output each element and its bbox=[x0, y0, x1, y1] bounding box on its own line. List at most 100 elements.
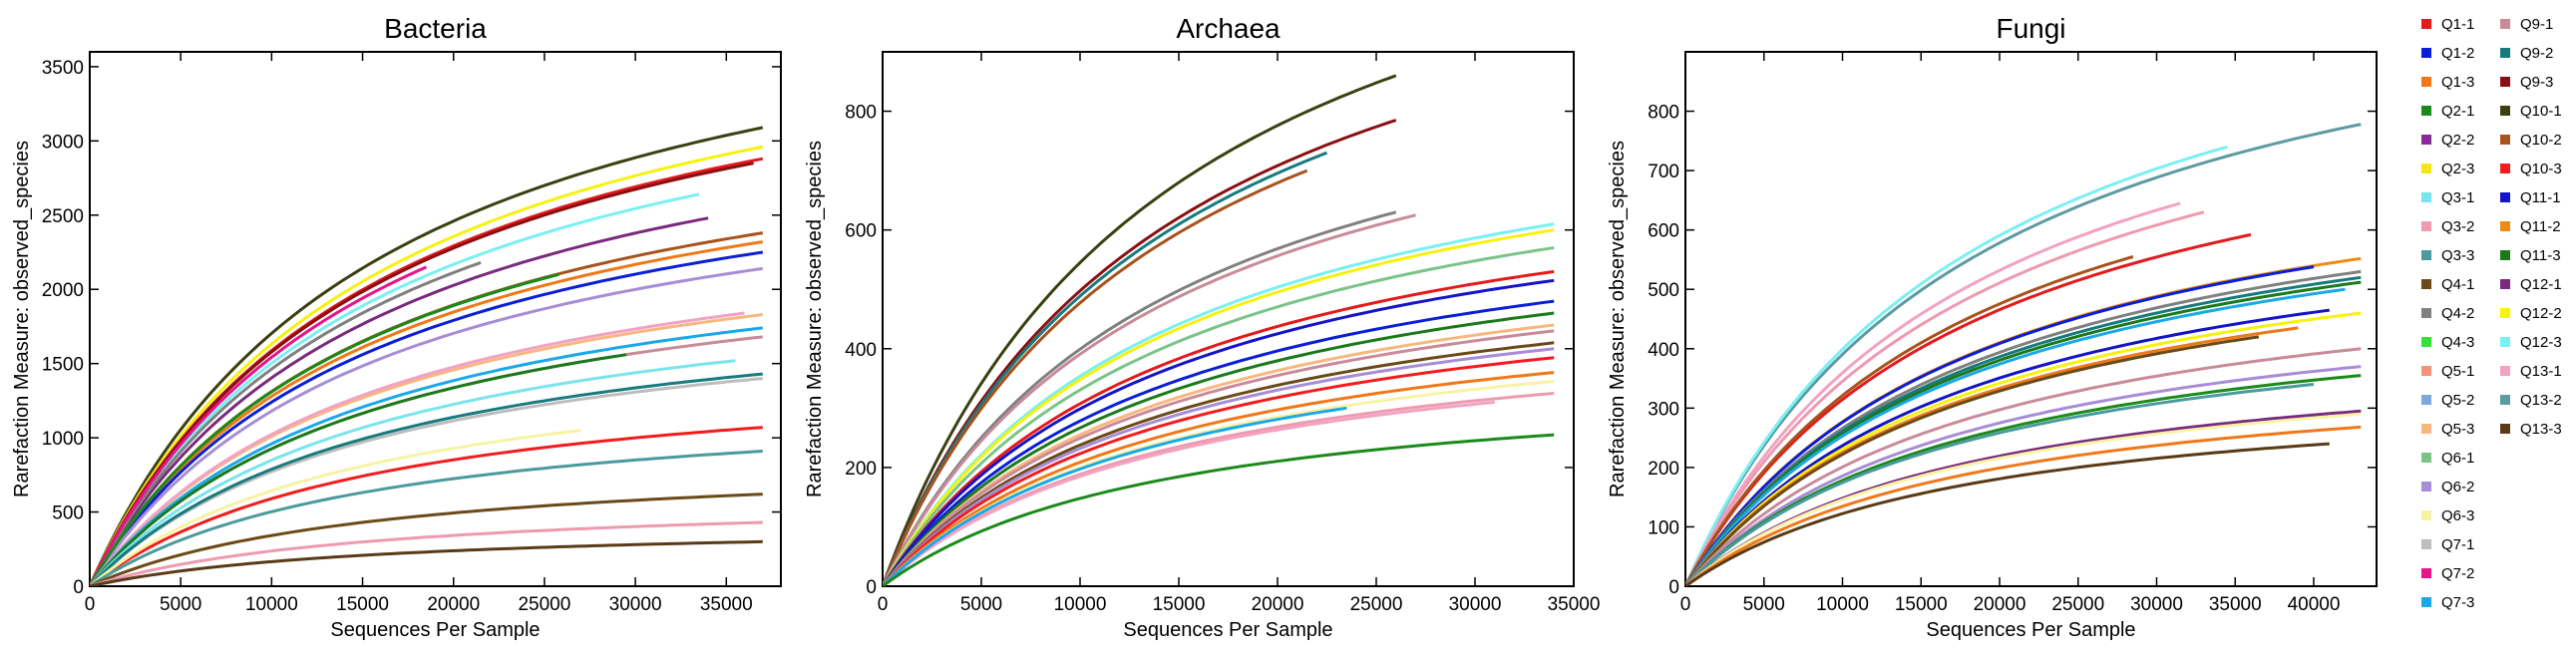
legend-swatch-q12-1 bbox=[2500, 279, 2510, 289]
legend-swatch-q12-3 bbox=[2500, 337, 2510, 347]
legend-swatch-q6-2 bbox=[2421, 482, 2431, 492]
legend-swatch-q12-2 bbox=[2500, 308, 2510, 318]
legend-label-q10-1: Q10-1 bbox=[2520, 103, 2562, 120]
series-line-q12-3 bbox=[1685, 145, 2228, 586]
legend-label-q7-2: Q7-2 bbox=[2441, 565, 2474, 582]
series-line-q4-2 bbox=[883, 210, 1397, 586]
legend-label-q11-2: Q11-2 bbox=[2520, 218, 2561, 235]
legend-label-q11-3: Q11-3 bbox=[2520, 247, 2561, 264]
legend-swatch-q11-2 bbox=[2500, 221, 2510, 231]
legend-swatch-q11-3 bbox=[2500, 250, 2510, 260]
legend-label-q5-3: Q5-3 bbox=[2441, 421, 2474, 438]
legend-label-q7-3: Q7-3 bbox=[2441, 594, 2474, 611]
y-tick-label: 1500 bbox=[42, 355, 84, 376]
series-line-q1-3 bbox=[1685, 425, 2362, 586]
y-tick-label: 0 bbox=[1668, 577, 1679, 598]
y-tick-label: 200 bbox=[1648, 459, 1679, 480]
series-line-q13-3 bbox=[90, 539, 763, 586]
series-line-q1-3 bbox=[883, 371, 1555, 586]
y-tick-label: 200 bbox=[845, 459, 877, 480]
legend-swatch-q7-1 bbox=[2421, 539, 2431, 549]
series-line-q6-2 bbox=[90, 266, 764, 586]
x-tick-label: 0 bbox=[878, 594, 889, 615]
series-line-q11-1 bbox=[883, 278, 1555, 586]
y-tick-label: 500 bbox=[52, 503, 84, 524]
series-line-q6-2 bbox=[1685, 365, 2362, 586]
legend-label-q6-3: Q6-3 bbox=[2441, 507, 2474, 524]
legend-label-q7-1: Q7-1 bbox=[2441, 536, 2474, 553]
x-tick-label: 35000 bbox=[1548, 594, 1601, 615]
series-line-q7-3 bbox=[1685, 287, 2346, 586]
legend-swatch-q5-3 bbox=[2421, 424, 2431, 434]
legend-label-q10-3: Q10-3 bbox=[2520, 161, 2562, 177]
x-tick-label: 0 bbox=[1680, 594, 1691, 615]
plot-frame bbox=[89, 51, 782, 587]
series-line-q3-3 bbox=[90, 450, 763, 586]
x-tick-label: 10000 bbox=[1054, 594, 1107, 615]
legend-swatch-q1-2 bbox=[2421, 48, 2431, 58]
legend-swatch-q10-1 bbox=[2500, 106, 2510, 116]
x-tick-label: 10000 bbox=[1816, 594, 1869, 615]
legend-swatch-q11-1 bbox=[2500, 192, 2510, 202]
series-line-q5-3 bbox=[90, 313, 763, 586]
legend-label-q2-2: Q2-2 bbox=[2441, 132, 2474, 149]
series-line-q9-3 bbox=[90, 162, 754, 586]
series-line-q6-3 bbox=[90, 429, 581, 586]
legend-swatch-q4-3 bbox=[2421, 337, 2431, 347]
series-line-q12-2 bbox=[1685, 311, 2362, 586]
series-line-q12-2 bbox=[883, 228, 1555, 586]
series-line-q10-1 bbox=[883, 74, 1397, 586]
chart-title: Fungi bbox=[1996, 13, 2065, 44]
series-line-q10-3 bbox=[90, 426, 763, 586]
legend-label-q5-2: Q5-2 bbox=[2441, 392, 2474, 409]
y-tick-label: 0 bbox=[73, 577, 84, 598]
series-line-q1-2 bbox=[90, 250, 764, 586]
y-tick-label: 500 bbox=[1648, 280, 1679, 301]
series-lines bbox=[1685, 123, 2362, 586]
legend-label-q12-1: Q12-1 bbox=[2520, 276, 2562, 293]
y-tick-label: 1000 bbox=[42, 429, 84, 450]
x-tick-label: 25000 bbox=[1350, 594, 1403, 615]
legend-label-q1-2: Q1-2 bbox=[2441, 45, 2474, 62]
series-line-q1-3 bbox=[90, 240, 764, 586]
x-axis-label: Sequences Per Sample bbox=[1123, 619, 1332, 641]
legend-swatch-q5-2 bbox=[2421, 395, 2431, 405]
legend-swatch-q3-3 bbox=[2421, 250, 2431, 260]
series-line-q2-1 bbox=[1685, 374, 2362, 586]
x-tick-label: 30000 bbox=[609, 594, 662, 615]
legend-swatch-q3-2 bbox=[2421, 221, 2431, 231]
legend-swatch-q6-3 bbox=[2421, 510, 2431, 520]
series-line-q10-2 bbox=[883, 168, 1308, 586]
legend-swatch-q9-2 bbox=[2500, 48, 2510, 58]
legend-label-q9-2: Q9-2 bbox=[2520, 45, 2553, 62]
series-line-q1-1 bbox=[883, 269, 1555, 586]
series-line-q3-3 bbox=[1685, 383, 2315, 586]
legend-label-q9-1: Q9-1 bbox=[2520, 16, 2553, 33]
series-lines bbox=[90, 126, 764, 586]
legend-label-q10-2: Q10-2 bbox=[2520, 132, 2562, 149]
x-tick-label: 20000 bbox=[1252, 594, 1304, 615]
series-line-q9-2 bbox=[883, 151, 1328, 586]
series-line-q10-2 bbox=[1685, 255, 2134, 586]
y-axis-label: Rarefaction Measure: observed_species bbox=[804, 141, 826, 497]
x-tick-label: 20000 bbox=[1974, 594, 2026, 615]
series-line-q12-1 bbox=[90, 216, 709, 586]
chart-title: Archaea bbox=[1176, 13, 1281, 44]
chart-title: Bacteria bbox=[384, 13, 487, 44]
x-tick-label: 0 bbox=[85, 594, 96, 615]
series-line-q4-1 bbox=[1685, 335, 2260, 586]
series-line-q11-3 bbox=[90, 353, 627, 586]
legend-swatch-q2-2 bbox=[2421, 135, 2431, 145]
y-axis-label: Rarefaction Measure: observed_species bbox=[1607, 141, 1629, 497]
y-tick-label: 800 bbox=[845, 103, 877, 124]
series-line-q3-2 bbox=[90, 520, 763, 586]
legend-label-q1-3: Q1-3 bbox=[2441, 74, 2474, 91]
series-line-q9-3 bbox=[883, 119, 1397, 586]
series-line-q3-2 bbox=[1685, 210, 2205, 586]
legend-swatch-q3-1 bbox=[2421, 192, 2431, 202]
series-line-q6-3 bbox=[1685, 412, 2362, 586]
x-tick-label: 35000 bbox=[2209, 594, 2262, 615]
series-line-q2-1 bbox=[90, 272, 559, 586]
legend-swatch-q10-3 bbox=[2500, 164, 2510, 173]
series-line-q7-3 bbox=[90, 326, 763, 586]
